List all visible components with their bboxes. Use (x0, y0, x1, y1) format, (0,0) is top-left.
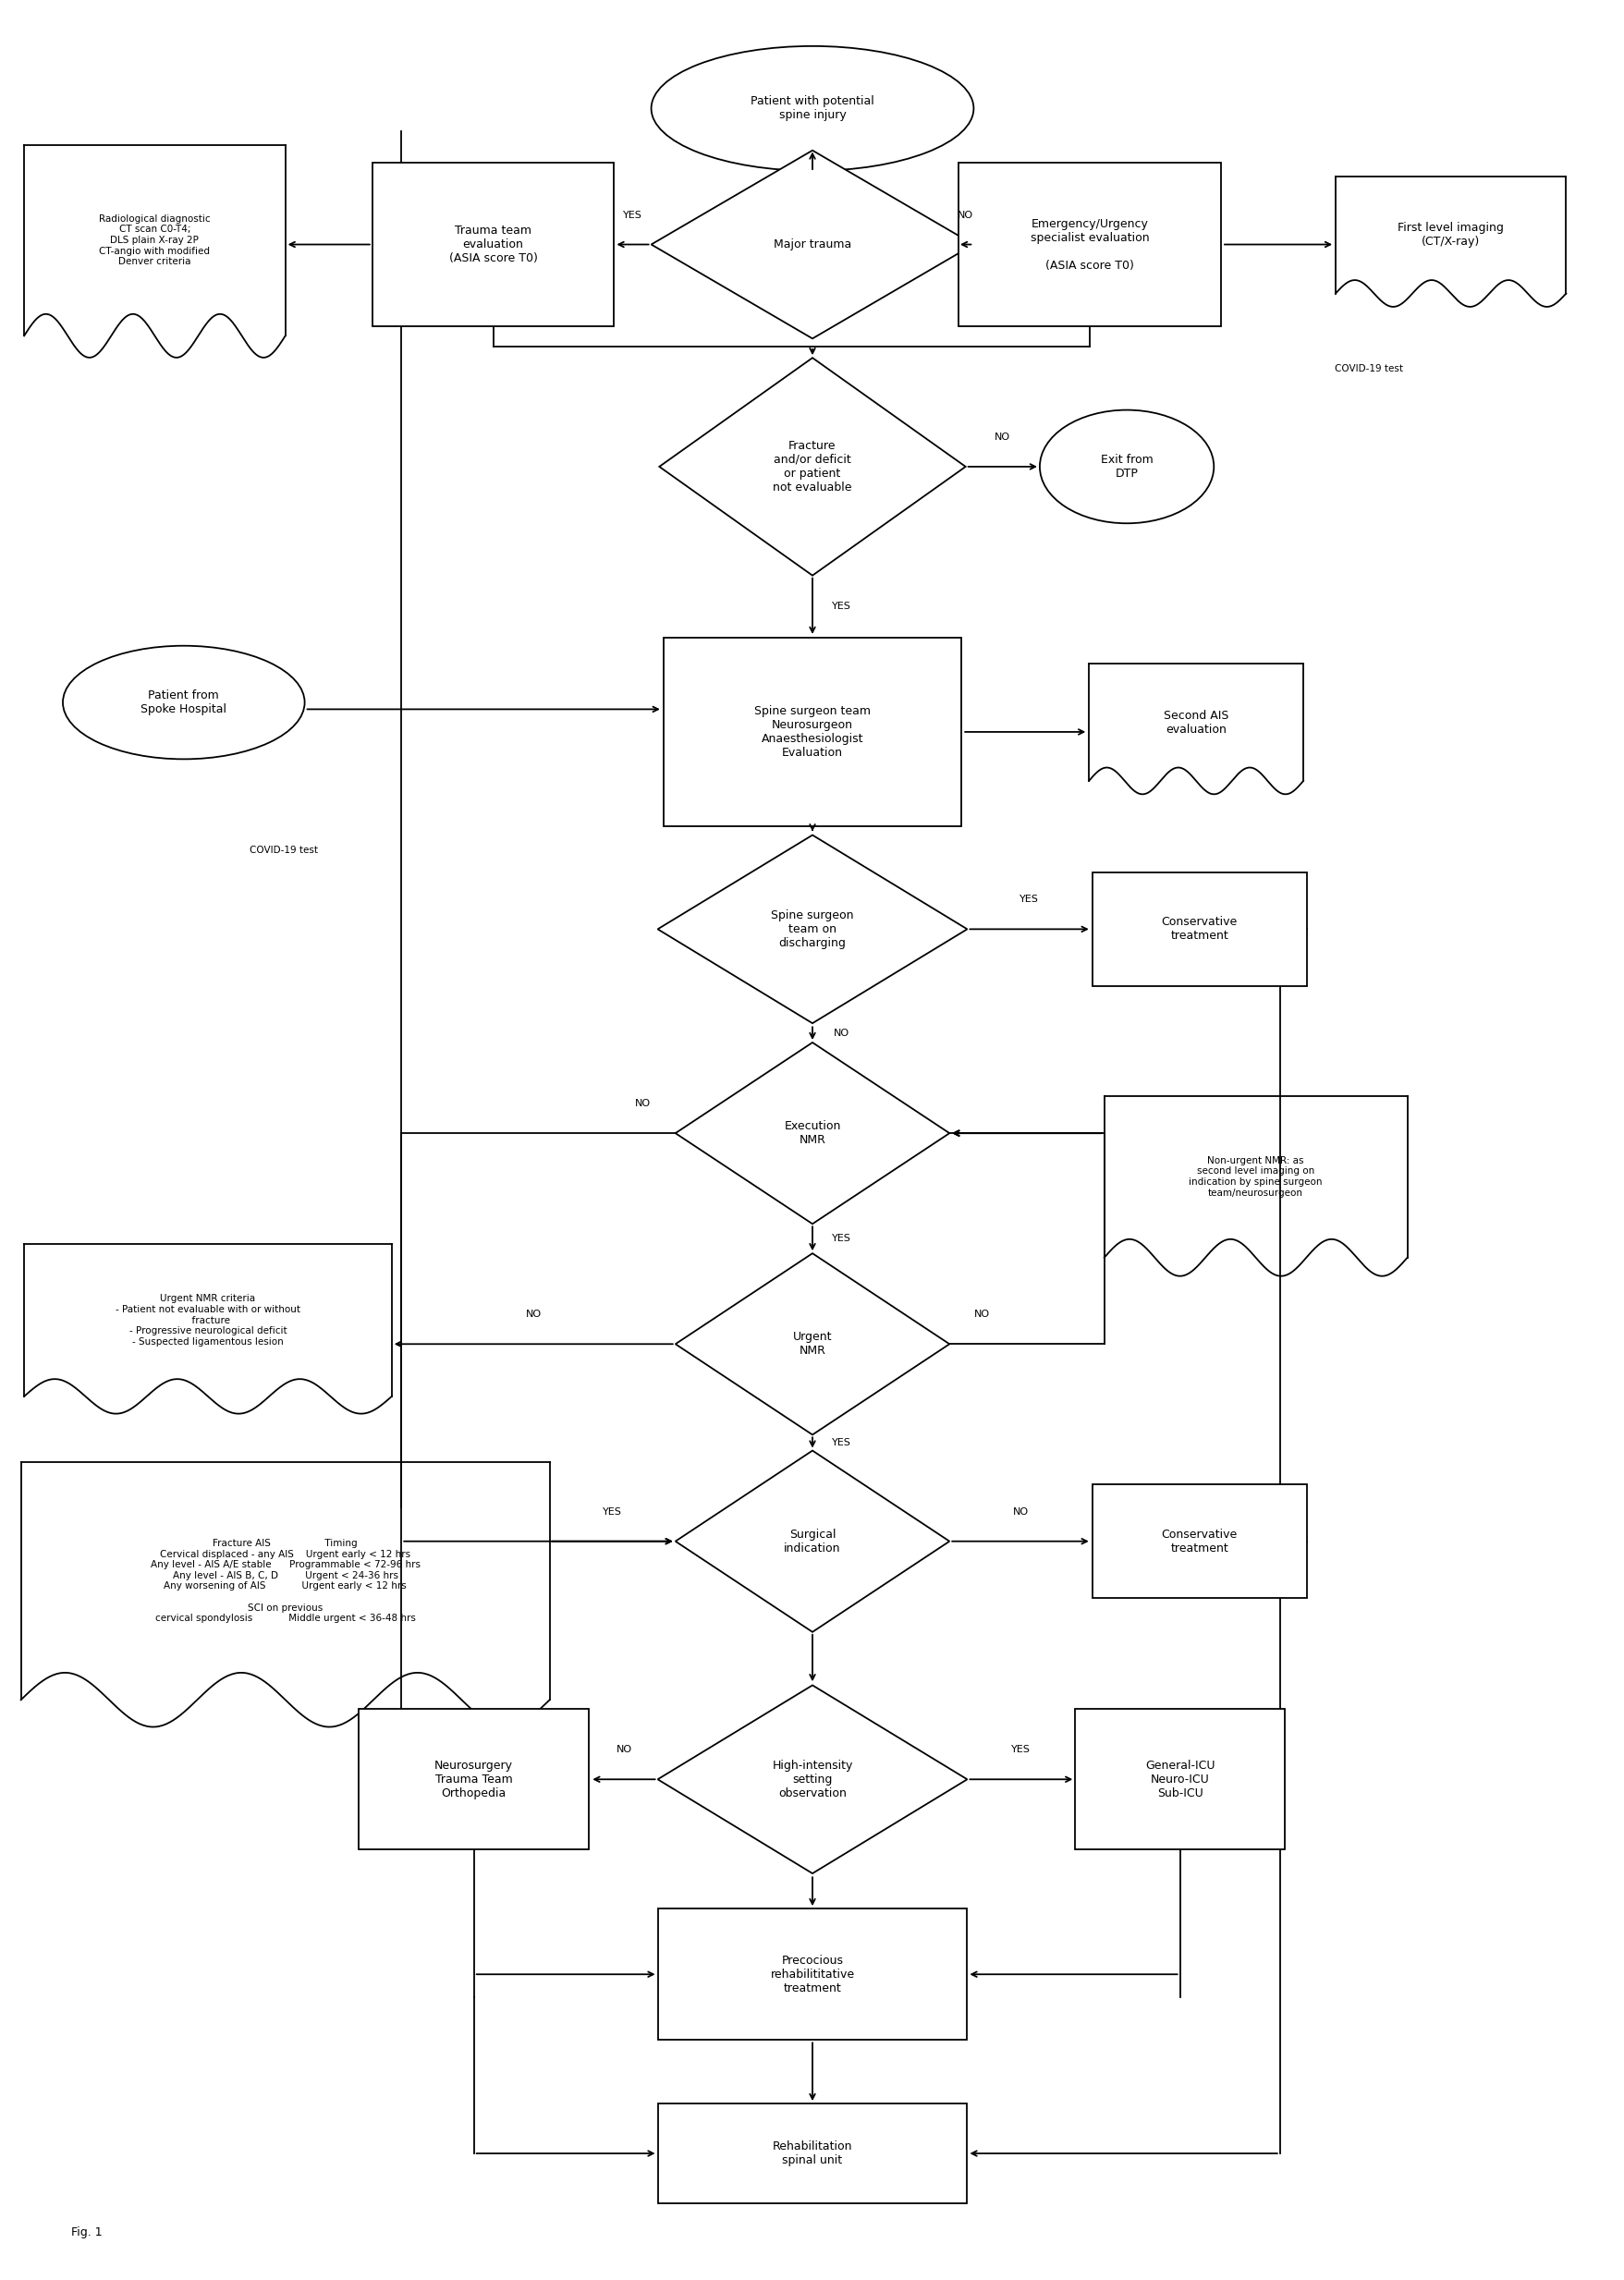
Ellipse shape (1039, 410, 1213, 524)
Polygon shape (658, 1685, 966, 1874)
Text: Surgical
indication: Surgical indication (784, 1528, 840, 1555)
Text: NO: NO (994, 433, 1010, 442)
Text: YES: YES (622, 210, 641, 219)
Polygon shape (676, 1042, 948, 1224)
Text: High-intensity
setting
observation: High-intensity setting observation (771, 1760, 853, 1799)
Text: Second AIS
evaluation: Second AIS evaluation (1163, 709, 1228, 736)
Text: YES: YES (831, 602, 851, 611)
Text: Precocious
rehabilititative
treatment: Precocious rehabilititative treatment (770, 1954, 854, 1995)
Text: NO: NO (615, 1744, 632, 1756)
Text: Execution
NMR: Execution NMR (784, 1119, 840, 1147)
Text: Neurosurgery
Trauma Team
Orthopedia: Neurosurgery Trauma Team Orthopedia (434, 1760, 513, 1799)
Text: Trauma team
evaluation
(ASIA score T0): Trauma team evaluation (ASIA score T0) (448, 226, 538, 264)
Polygon shape (651, 150, 973, 337)
Text: Fig. 1: Fig. 1 (71, 2228, 102, 2239)
Text: First level imaging
(CT/X-ray): First level imaging (CT/X-ray) (1397, 221, 1504, 249)
FancyBboxPatch shape (1091, 1484, 1306, 1598)
FancyBboxPatch shape (658, 1908, 966, 2041)
Text: General-ICU
Neuro-ICU
Sub-ICU: General-ICU Neuro-ICU Sub-ICU (1145, 1760, 1215, 1799)
Text: Spine surgeon team
Neurosurgeon
Anaesthesiologist
Evaluation: Spine surgeon team Neurosurgeon Anaesthe… (754, 705, 870, 759)
Text: NO: NO (957, 210, 973, 219)
FancyBboxPatch shape (1075, 1710, 1285, 1849)
Text: Urgent
NMR: Urgent NMR (793, 1332, 831, 1357)
Text: Patient with potential
spine injury: Patient with potential spine injury (750, 96, 874, 121)
Text: NO: NO (973, 1311, 989, 1320)
Text: Major trauma: Major trauma (773, 239, 851, 251)
Text: Exit from
DTP: Exit from DTP (1099, 454, 1153, 479)
Text: NO: NO (635, 1099, 651, 1108)
Polygon shape (676, 1254, 948, 1434)
Text: Rehabilitation
spinal unit: Rehabilitation spinal unit (771, 2141, 853, 2166)
Text: NO: NO (833, 1028, 849, 1037)
Text: NO: NO (1012, 1507, 1028, 1516)
Ellipse shape (63, 645, 304, 759)
FancyBboxPatch shape (359, 1710, 590, 1849)
FancyBboxPatch shape (372, 162, 614, 326)
Polygon shape (676, 1450, 948, 1632)
FancyBboxPatch shape (658, 2104, 966, 2202)
Text: Patient from
Spoke Hospital: Patient from Spoke Hospital (141, 689, 227, 716)
Polygon shape (658, 834, 966, 1024)
Text: YES: YES (1012, 1744, 1030, 1756)
Text: Conservative
treatment: Conservative treatment (1161, 1528, 1236, 1555)
FancyBboxPatch shape (663, 638, 961, 825)
Ellipse shape (651, 46, 973, 171)
Text: Non-urgent NMR: as
second level imaging on
indication by spine surgeon
team/neur: Non-urgent NMR: as second level imaging … (1189, 1156, 1322, 1197)
Polygon shape (659, 358, 965, 575)
Text: Fracture
and/or deficit
or patient
not evaluable: Fracture and/or deficit or patient not e… (773, 440, 851, 492)
Text: Fracture AIS                  Timing
Cervical displaced - any AIS    Urgent earl: Fracture AIS Timing Cervical displaced -… (151, 1539, 421, 1623)
FancyBboxPatch shape (1091, 873, 1306, 985)
Text: COVID-19 test: COVID-19 test (250, 846, 318, 855)
Text: YES: YES (831, 1439, 851, 1448)
Text: YES: YES (1020, 896, 1038, 905)
Text: Radiological diagnostic
CT scan C0-T4;
DLS plain X-ray 2P
CT-angio with modified: Radiological diagnostic CT scan C0-T4; D… (99, 214, 211, 267)
Text: Urgent NMR criteria
- Patient not evaluable with or without
  fracture
- Progres: Urgent NMR criteria - Patient not evalua… (115, 1295, 300, 1347)
FancyBboxPatch shape (958, 162, 1220, 326)
Text: NO: NO (525, 1311, 541, 1320)
Text: COVID-19 test: COVID-19 test (1333, 365, 1402, 374)
Text: Conservative
treatment: Conservative treatment (1161, 917, 1236, 942)
Text: Emergency/Urgency
specialist evaluation

(ASIA score T0): Emergency/Urgency specialist evaluation … (1030, 217, 1148, 271)
Text: YES: YES (603, 1507, 622, 1516)
Text: YES: YES (831, 1233, 851, 1243)
Text: Spine surgeon
team on
discharging: Spine surgeon team on discharging (771, 910, 853, 948)
